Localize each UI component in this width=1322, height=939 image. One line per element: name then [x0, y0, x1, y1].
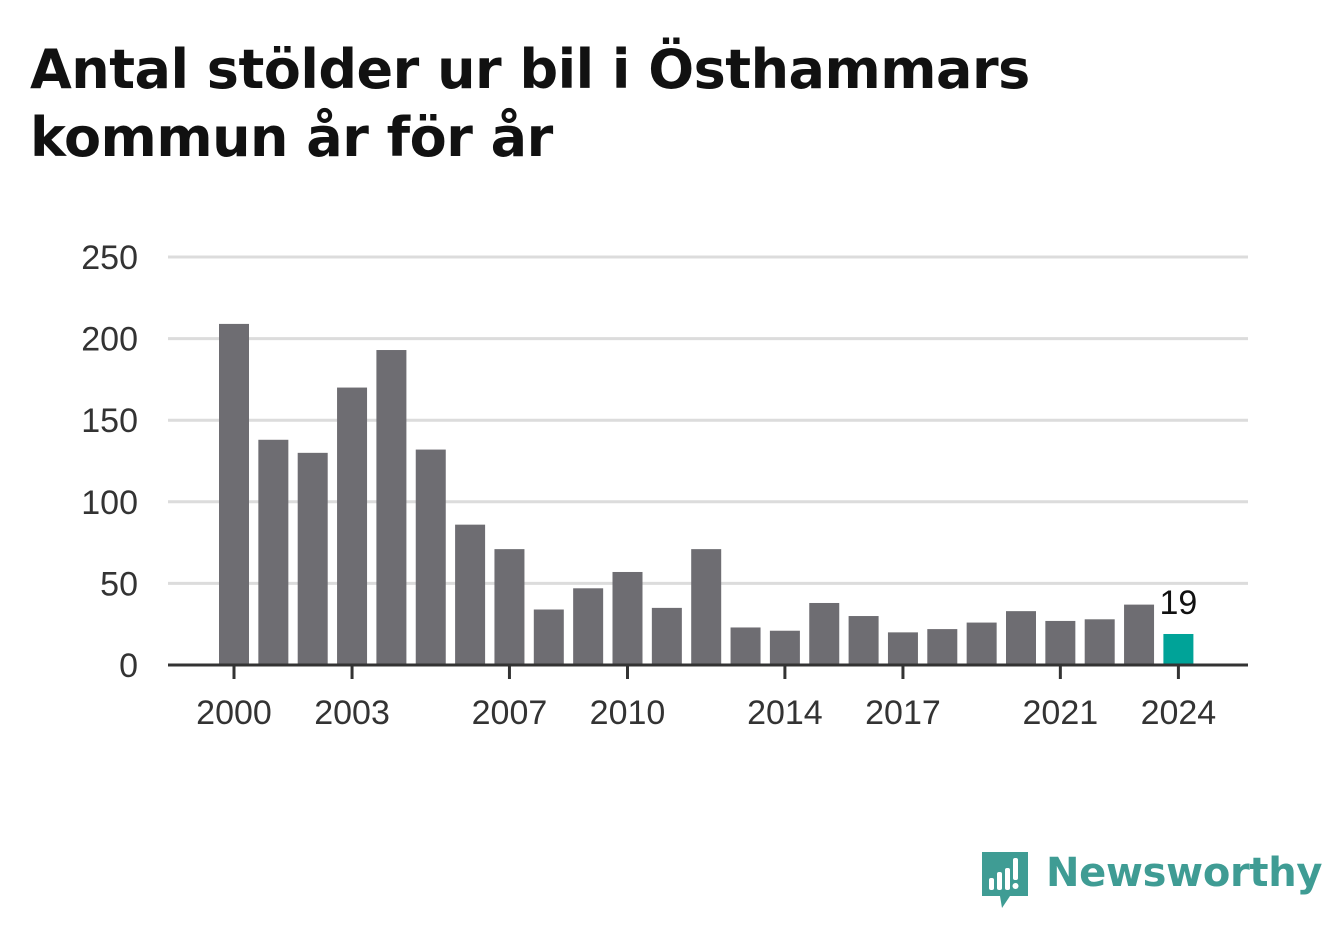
newsworthy-logo[interactable]: Newsworthy — [980, 850, 1322, 910]
bar-2002 — [297, 452, 328, 665]
gridlines: 0 50 100 150 200 250 — [81, 239, 1248, 685]
data-label-2024: 19 — [1159, 584, 1197, 622]
bar-2012 — [691, 549, 722, 665]
bar-2000 — [219, 323, 249, 665]
bar-2009 — [573, 588, 604, 665]
x-tick-label: 2003 — [314, 694, 390, 732]
bar-2018 — [927, 629, 958, 665]
y-tick-label: 150 — [81, 402, 138, 440]
bar-2004 — [376, 350, 407, 665]
bar-2016 — [848, 616, 879, 665]
bar-2023 — [1124, 604, 1155, 665]
bar-2005 — [415, 449, 446, 665]
y-tick-label: 50 — [100, 565, 138, 603]
bar-2020 — [1006, 611, 1036, 665]
bars — [219, 323, 1194, 665]
chart-title: Antal stölder ur bil i Östhammars kommun… — [30, 38, 1030, 169]
x-tick-label: 2014 — [747, 694, 823, 732]
x-tick-label: 2017 — [865, 694, 941, 732]
bar-2006 — [455, 524, 486, 665]
bar-2010 — [612, 571, 643, 665]
bar-2017 — [887, 632, 918, 665]
data-labels: 19 — [1159, 584, 1197, 622]
bar-2011 — [651, 607, 682, 665]
y-tick-label: 100 — [81, 484, 138, 522]
bar-2001 — [258, 439, 289, 665]
bar-2019 — [966, 622, 997, 665]
bar-2015 — [809, 602, 840, 665]
x-tick-label: 2010 — [590, 694, 666, 732]
bar-2013 — [730, 627, 761, 665]
x-tick-label: 2024 — [1141, 694, 1217, 732]
x-tick-label: 2021 — [1023, 694, 1099, 732]
newsworthy-logo-icon — [980, 850, 1030, 915]
y-tick-label: 200 — [81, 321, 138, 359]
bar-2003 — [337, 387, 368, 665]
newsworthy-brand-name: Newsworthy — [1046, 850, 1322, 896]
bar-2024 — [1163, 633, 1194, 665]
bar-2007 — [494, 549, 525, 665]
bar-2022 — [1084, 619, 1115, 665]
x-tick-label: 2000 — [196, 694, 272, 732]
x-axis-ticks: 2000 2003 2007 2010 2014 2017 2021 2024 — [196, 665, 1216, 732]
bar-2014 — [769, 630, 800, 665]
x-tick-label: 2007 — [472, 694, 548, 732]
y-tick-label: 0 — [119, 647, 138, 685]
y-tick-label: 250 — [81, 239, 138, 277]
bar-2021 — [1045, 620, 1076, 665]
bar-2008 — [533, 609, 564, 665]
